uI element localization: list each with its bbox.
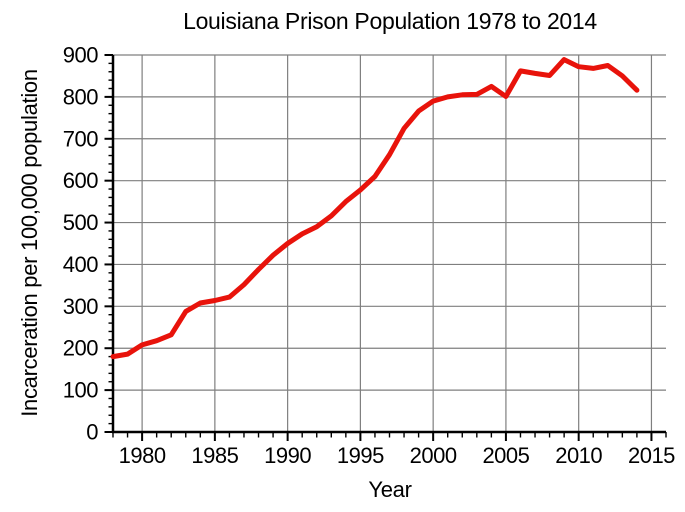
gridlines [113,54,666,432]
chart-title: Louisiana Prison Population 1978 to 2014 [183,8,597,34]
y-tick-label: 0 [86,420,98,445]
y-tick-label: 300 [63,294,98,319]
y-tick-label: 600 [63,168,98,193]
y-tick-label: 400 [63,252,98,277]
axes [111,55,666,434]
x-tick-label: 1990 [264,443,311,468]
x-axis-label: Year [368,477,411,502]
x-tick-label: 2000 [410,443,457,468]
x-tick-label: 1980 [119,443,166,468]
y-tick-label: 700 [63,126,98,151]
tick-labels: 1980 1985 1990 1995 2000 2005 2010 2015 0 100 200 3… [63,43,676,469]
y-tick-label: 200 [63,336,98,361]
tick-marks [104,54,667,441]
y-tick-label: 900 [63,43,98,68]
x-tick-label: 2005 [482,443,529,468]
y-tick-label: 500 [63,210,98,235]
y-axis-label: Incarceration per 100,000 population [17,69,42,417]
x-tick-label: 1985 [191,443,238,468]
x-tick-label: 2015 [628,443,675,468]
x-tick-label: 1995 [337,443,384,468]
y-tick-label: 800 [63,84,98,109]
x-tick-label: 2010 [555,443,602,468]
data-line-series [110,57,640,360]
y-tick-label: 100 [63,378,98,403]
